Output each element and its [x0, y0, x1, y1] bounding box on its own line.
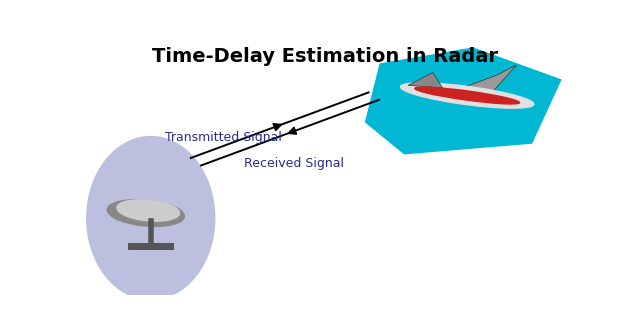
Ellipse shape — [107, 200, 184, 226]
Text: Time-Delay Estimation in Radar: Time-Delay Estimation in Radar — [152, 47, 498, 67]
Ellipse shape — [415, 87, 519, 104]
Polygon shape — [428, 65, 516, 93]
Ellipse shape — [117, 200, 180, 221]
Text: Transmitted Signal: Transmitted Signal — [166, 131, 283, 144]
Polygon shape — [408, 72, 443, 88]
Ellipse shape — [401, 83, 534, 108]
Polygon shape — [364, 47, 562, 154]
Text: Received Signal: Received Signal — [244, 157, 344, 170]
Ellipse shape — [87, 137, 215, 300]
